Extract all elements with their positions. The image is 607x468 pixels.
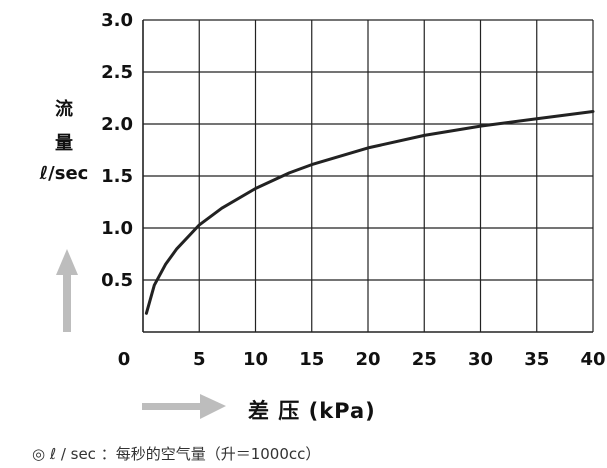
y-axis-label: 流 量 ℓ/sec (18, 95, 110, 197)
y-tick-label: 0.5 (101, 270, 133, 291)
x-tick-label: 40 (580, 349, 605, 370)
y-tick-label: 2.0 (101, 114, 133, 135)
x-tick-label: 10 (243, 349, 268, 370)
y-arrow-icon (56, 249, 78, 275)
y-label-line-1: 流 (55, 99, 73, 120)
y-tick-label: 1.0 (101, 218, 133, 239)
y-tick-label: 1.5 (101, 166, 133, 187)
y-label-line-2: 量 (55, 133, 73, 154)
footnote: ◎ ℓ / sec ：每秒的空气量（升＝1000cc） (32, 445, 321, 463)
tick-labels: 0 5 10 15 20 25 30 35 40 0.5 1.0 1.5 2.0 2.5 3.0 (101, 10, 605, 370)
direction-arrows (56, 249, 226, 419)
y-tick-label: 3.0 (101, 10, 133, 31)
x-tick-label: 15 (299, 349, 324, 370)
y-arrow-shaft (63, 274, 71, 332)
chart: 0 5 10 15 20 25 30 35 40 0.5 1.0 1.5 2.0 2.5 3.0 (56, 10, 606, 419)
x-tick-label: 30 (468, 349, 493, 370)
y-tick-label: 2.5 (101, 62, 133, 83)
x-tick-label: 0 (118, 349, 131, 370)
x-arrow-icon (200, 394, 226, 419)
x-tick-label: 5 (193, 349, 206, 370)
x-tick-label: 25 (412, 349, 437, 370)
y-label-line-3: ℓ/sec (39, 163, 89, 184)
x-tick-label: 20 (355, 349, 380, 370)
x-arrow-shaft (142, 403, 202, 410)
grid-lines (142, 19, 594, 333)
x-axis-label: 差 压 (kPa) (248, 399, 376, 423)
series-line (144, 110, 595, 315)
x-tick-label: 35 (524, 349, 549, 370)
